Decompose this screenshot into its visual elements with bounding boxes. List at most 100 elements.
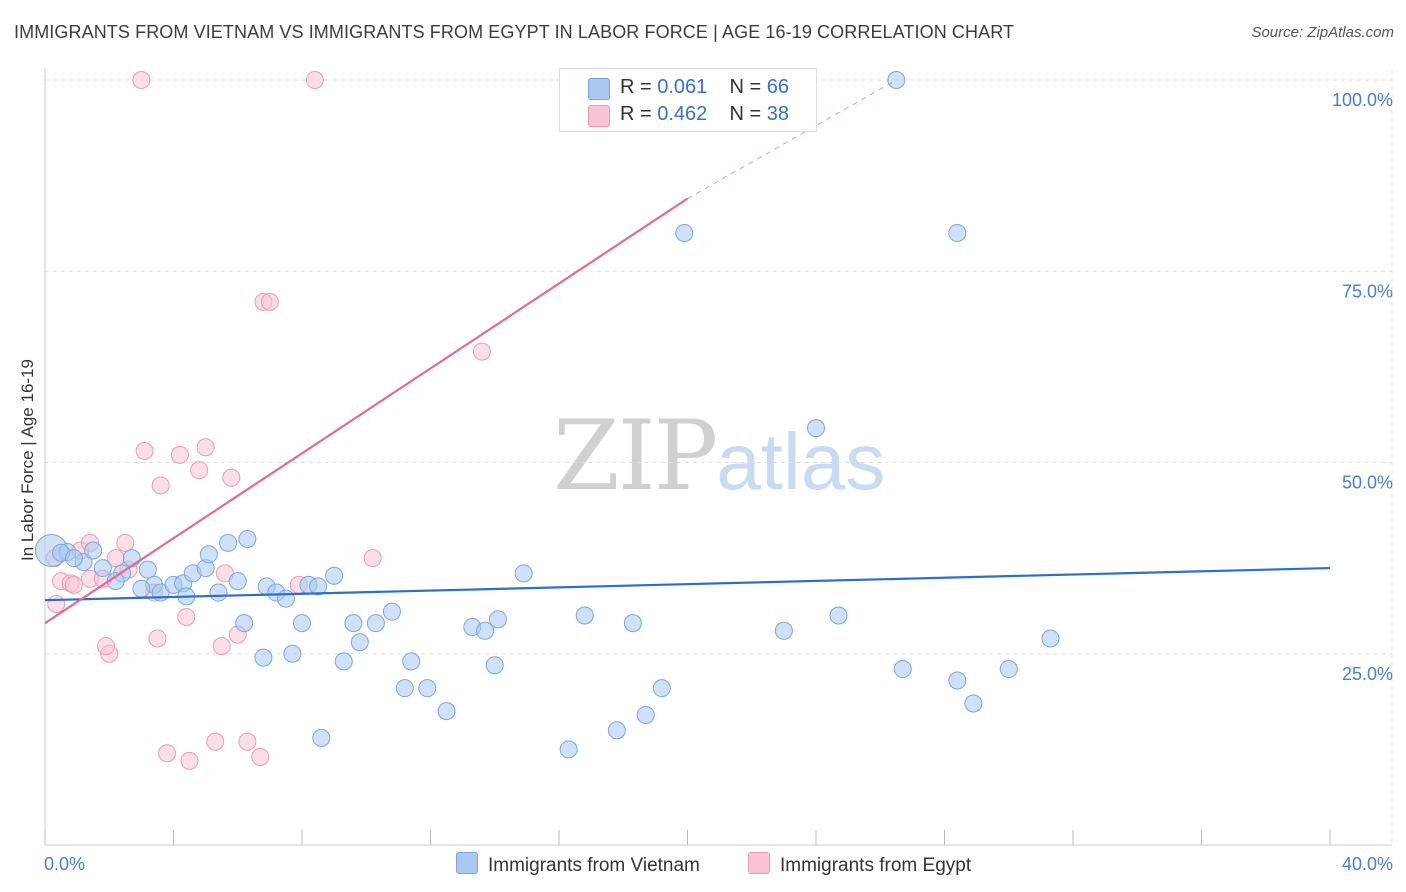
egypt-point (158, 744, 177, 763)
egypt-n-value: 38 (766, 103, 790, 125)
egypt-r-value: 0.462 (657, 103, 708, 125)
vietnam-point (575, 606, 594, 625)
vietnam-point (344, 614, 363, 633)
vietnam-point (350, 633, 369, 652)
vietnam-point (293, 614, 311, 633)
egypt-point (135, 442, 154, 461)
egypt-point (132, 71, 151, 89)
vietnam-point (485, 656, 504, 675)
egypt-point (472, 342, 491, 361)
vietnam-point (382, 602, 401, 621)
y-tick-label: 75.0% (1342, 281, 1393, 301)
vietnam-trend-line (44, 566, 1331, 602)
egypt-trend-line (44, 197, 689, 625)
egypt-swatch (588, 105, 610, 127)
vietnam-point (283, 644, 302, 663)
egypt-point (305, 71, 324, 89)
vietnam-legend-label: Immigrants from Vietnam (488, 855, 700, 876)
vietnam-point (514, 564, 533, 583)
bottom-legend-egypt: Immigrants from Egypt (748, 852, 971, 877)
egypt-point (238, 732, 257, 751)
vietnam-point (93, 559, 112, 578)
egypt-point (212, 637, 231, 656)
egypt-point (180, 751, 199, 770)
vietnam-point (948, 224, 967, 242)
egypt-point (170, 445, 189, 464)
egypt-point (260, 292, 279, 311)
vietnam-point (418, 679, 437, 698)
egypt-legend-label: Immigrants from Egypt (780, 855, 972, 876)
vietnam-point (64, 549, 83, 568)
y-tick-label: 50.0% (1342, 473, 1393, 493)
watermark-zip: ZIP (553, 400, 718, 512)
vietnam-point (652, 679, 671, 698)
vietnam-n-label: N = (729, 76, 762, 98)
bottom-legend-vietnam: Immigrants from Vietnam (456, 852, 700, 877)
vietnam-point (636, 705, 655, 724)
egypt-point (363, 549, 382, 568)
vietnam-point (807, 419, 825, 438)
egypt-point (64, 575, 83, 594)
vietnam-n-value: 66 (766, 76, 790, 98)
egypt-point (190, 461, 209, 480)
vietnam-point (437, 702, 456, 721)
y-tick-label: 25.0% (1342, 664, 1393, 684)
stats-legend: R = 0.061 N = 66 R = 0.462 N = 38 (559, 68, 817, 132)
egypt-point (151, 476, 170, 495)
egypt-point (251, 748, 270, 767)
vietnam-point (476, 621, 495, 640)
vietnam-point (132, 579, 151, 598)
egypt-point (148, 629, 167, 648)
y-tick-label: 100.0% (1332, 90, 1393, 110)
vietnam-point (325, 566, 344, 585)
vietnam-point (893, 660, 912, 679)
vietnam-r-value: 0.061 (657, 76, 708, 98)
vietnam-point (312, 728, 331, 747)
vietnam-point (228, 572, 247, 591)
vietnam-point (395, 679, 414, 698)
vietnam-point (238, 530, 257, 548)
vietnam-swatch (588, 78, 610, 100)
vietnam-legend-swatch (456, 852, 478, 874)
vietnam-point (235, 614, 254, 633)
watermark-atlas: atlas (716, 417, 886, 506)
egypt-point (177, 608, 196, 627)
vietnam-point (84, 541, 103, 560)
vietnam-point (122, 549, 141, 568)
vietnam-point (254, 648, 273, 667)
source-credit: Source: ZipAtlas.com (1251, 24, 1394, 41)
vietnam-point (675, 224, 694, 242)
axis-layer (44, 68, 1392, 846)
x-tick-label-max: 40.0% (1342, 854, 1393, 874)
vietnam-point (138, 560, 157, 579)
vietnam-point (1041, 629, 1060, 648)
vietnam-point (402, 652, 421, 671)
x-tick-label-min: 0.0% (44, 854, 85, 874)
watermark: ZIPatlas (553, 400, 885, 512)
egypt-point (196, 438, 215, 457)
egypt-trend-extension (687, 79, 897, 200)
egypt-legend-swatch (748, 852, 770, 874)
vietnam-point (829, 606, 848, 625)
vietnam-point (334, 652, 353, 671)
vietnam-point (276, 589, 295, 608)
tick-label-layer: 25.0% 50.0% 75.0% 100.0% 0.0% 40.0% (44, 90, 1393, 874)
egypt-point (206, 732, 225, 751)
egypt-n-label: N = (729, 103, 762, 125)
vietnam-point (488, 610, 507, 629)
egypt-point (116, 533, 135, 552)
vietnam-point (964, 694, 983, 713)
vietnam-point (774, 621, 793, 640)
vietnam-point (607, 721, 626, 740)
egypt-point (222, 468, 241, 487)
vietnam-r-label: R = (620, 76, 652, 98)
chart-title: IMMIGRANTS FROM VIETNAM VS IMMIGRANTS FR… (14, 22, 1015, 42)
vietnam-points (34, 71, 1060, 759)
vietnam-point (366, 614, 385, 633)
egypt-r-label: R = (620, 103, 652, 125)
vietnam-point (209, 583, 228, 602)
vietnam-point (559, 740, 578, 759)
trend-layer (44, 79, 1331, 625)
vietnam-point (999, 660, 1018, 679)
